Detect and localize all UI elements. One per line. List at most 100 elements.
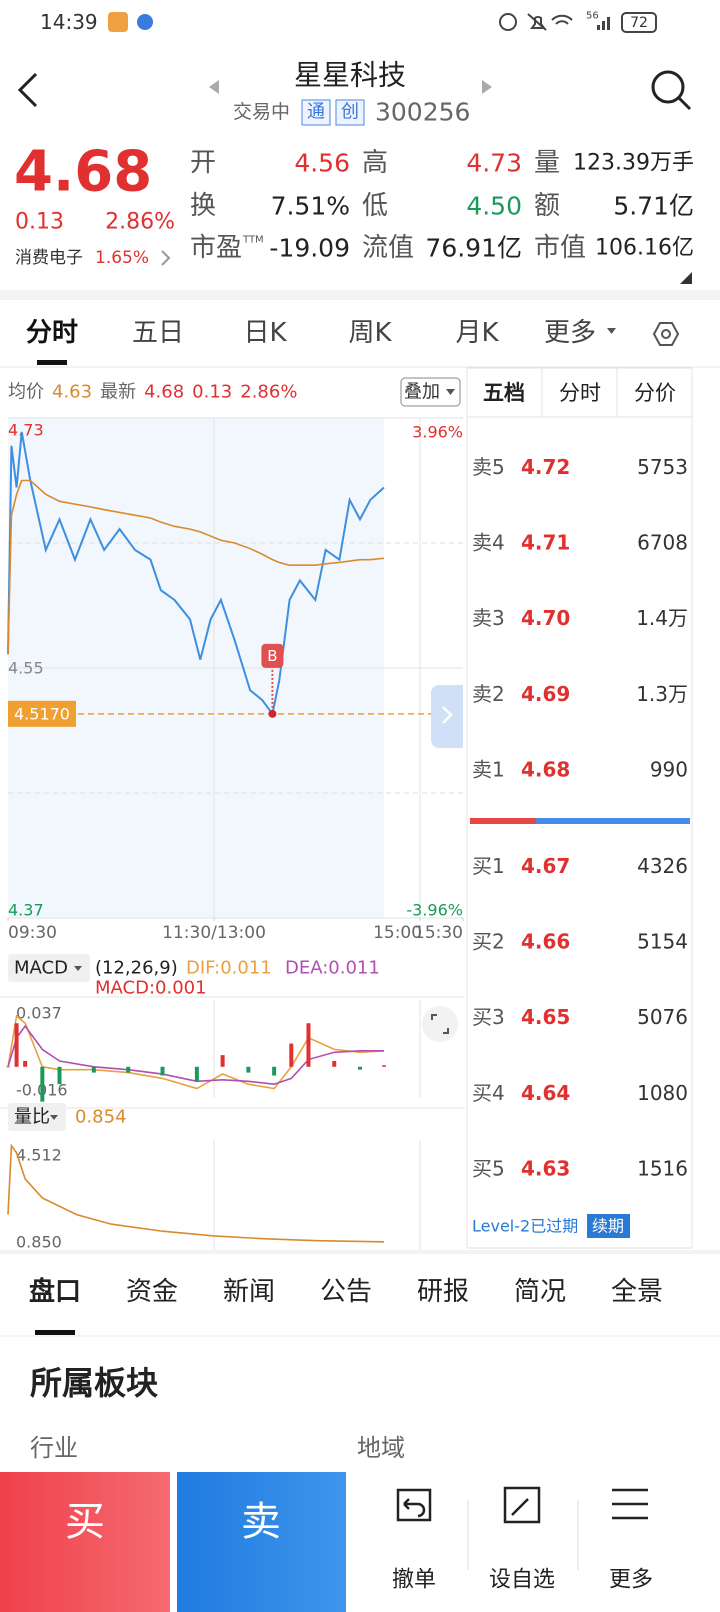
detail-tab[interactable]: 全景: [611, 1277, 663, 1307]
legend-entry: DEA:0.011: [285, 958, 380, 979]
book-volume: 1516: [637, 1156, 688, 1180]
last-price: 4.68: [14, 140, 152, 205]
book-price: 4.67: [521, 854, 570, 878]
book-price: 4.63: [521, 1156, 570, 1180]
chart-info: 最新: [100, 382, 136, 403]
fullscreen-button[interactable]: [422, 1006, 458, 1042]
book-price: 4.64: [521, 1081, 570, 1105]
chart-info: 4.63: [52, 382, 92, 403]
status-icon: [137, 14, 153, 30]
price-line-label: 4.5170: [14, 704, 70, 723]
price-line-tag: [8, 700, 76, 727]
more-icon[interactable]: [612, 1488, 648, 1520]
stat-label: 流值: [362, 233, 414, 263]
stat-sup: TTM: [242, 235, 264, 246]
macd-bar: [382, 1065, 387, 1067]
macd-bar: [160, 1066, 165, 1076]
book-volume: 5076: [637, 1005, 688, 1029]
book-level: 买4: [472, 1081, 505, 1105]
expand-corner[interactable]: [680, 272, 692, 284]
tool-label[interactable]: 撤单: [392, 1568, 436, 1593]
sector[interactable]: 消费电子: [15, 248, 83, 268]
x-tick-label: 09:30: [8, 923, 57, 943]
watch-icon[interactable]: [503, 1486, 541, 1524]
next-stock[interactable]: [482, 80, 492, 94]
status-time: 14:39: [40, 10, 98, 34]
buy-label: 买: [65, 1499, 105, 1545]
dropdown-arrow: [50, 1115, 58, 1120]
prev-stock[interactable]: [209, 80, 219, 94]
macd-bar: [6, 1066, 10, 1068]
macd-bar: [57, 1066, 62, 1085]
indicator-selector[interactable]: [8, 1103, 66, 1131]
detail-tab[interactable]: 资金: [126, 1277, 178, 1307]
stat-value: -19.09: [269, 234, 350, 263]
settings-icon[interactable]: [652, 322, 680, 346]
stat-value: 4.50: [466, 192, 522, 221]
book-frame: [466, 367, 693, 1249]
legend-entry: DIF:0.011: [186, 958, 272, 979]
book-tab[interactable]: 分时: [559, 381, 601, 405]
tag-box: [301, 99, 331, 126]
detail-tab[interactable]: 盘口: [29, 1276, 81, 1307]
sell-button[interactable]: [177, 1472, 346, 1612]
stat-value: 4.73: [466, 149, 522, 178]
back-button[interactable]: [17, 72, 38, 108]
buy-button[interactable]: [0, 1472, 170, 1612]
detail-tab[interactable]: 公告: [320, 1277, 372, 1307]
y-tick-label: 0.037: [16, 1004, 62, 1023]
period-tab[interactable]: 月K: [455, 318, 499, 348]
stock-code: 300256: [375, 98, 470, 127]
stat-value: 123.39万手: [573, 151, 694, 176]
tag: 通: [307, 102, 325, 123]
period-tab[interactable]: 更多: [544, 318, 596, 348]
active-underline: [37, 360, 67, 365]
book-tab[interactable]: 分价: [634, 381, 676, 405]
detail-tab[interactable]: 新闻: [223, 1277, 275, 1307]
tool-label[interactable]: 更多: [609, 1568, 653, 1593]
macd-bar: [126, 1066, 131, 1073]
period-tab[interactable]: 日K: [243, 318, 287, 348]
indicator-name: 量比: [14, 1107, 50, 1128]
alarm-icon: [499, 13, 517, 31]
search-button[interactable]: [651, 70, 685, 104]
indicator-selector[interactable]: [8, 954, 90, 982]
dropdown-arrow: [74, 966, 82, 971]
detail-tab[interactable]: 简况: [514, 1277, 566, 1307]
buy-marker: [261, 643, 284, 668]
cancel-icon[interactable]: [396, 1488, 432, 1522]
book-price: 4.70: [521, 606, 570, 630]
tool-label[interactable]: 设自选: [489, 1568, 555, 1593]
y2-tick-label: -3.96%: [406, 901, 463, 920]
book-level: 买1: [472, 854, 505, 878]
stat-label: 量: [534, 148, 560, 178]
macd-bar: [306, 1023, 311, 1067]
y-tick-label: 4.55: [8, 659, 44, 678]
book-level: 卖4: [472, 531, 505, 555]
renew-button[interactable]: [587, 1214, 630, 1238]
book-level: 卖1: [472, 757, 505, 781]
chart-info: 4.68: [144, 382, 184, 403]
period-tab[interactable]: 分时: [26, 318, 78, 348]
period-tab[interactable]: 周K: [348, 318, 392, 348]
book-tab[interactable]: 五档: [483, 381, 525, 405]
divider: [0, 290, 720, 300]
stat-label: 开: [190, 148, 216, 178]
detail-tab[interactable]: 研报: [417, 1277, 469, 1307]
stat-label: 市盈: [190, 233, 242, 263]
macd-bar: [23, 1060, 28, 1067]
period-tab[interactable]: 五日: [132, 318, 184, 348]
book-volume: 5154: [637, 930, 688, 954]
network-type: 56: [586, 11, 599, 22]
book-volume: 990: [650, 757, 688, 781]
stat-label: 换: [190, 191, 216, 221]
book-price: 4.66: [521, 930, 570, 954]
scroll-handle[interactable]: [431, 685, 463, 748]
y-tick-label: 0.850: [16, 1232, 62, 1251]
divider: [0, 1250, 720, 1254]
macd-bar: [332, 1060, 337, 1067]
legend-entry: MACD:0.001: [95, 978, 207, 999]
charts: 4.37 4.55 4.73 -3.96% 3.96% 09:30 11:30/13:00 1…: [0, 377, 465, 1251]
overlay-button[interactable]: [400, 377, 461, 407]
